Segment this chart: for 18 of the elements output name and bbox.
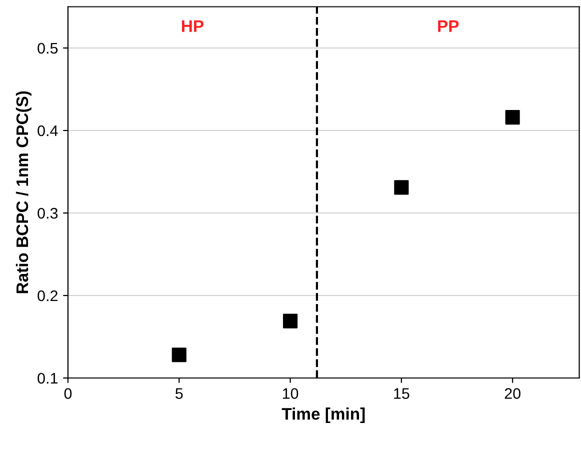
x-tick-label: 0: [64, 388, 72, 399]
y-tick-label: 0.1: [38, 372, 58, 384]
y-tick-label: 0.4: [38, 125, 58, 136]
annotation: PP: [438, 20, 459, 32]
point: [394, 180, 409, 195]
x-tick-label: 10: [282, 388, 298, 399]
point: [505, 110, 520, 125]
x-axis-title: Time [min]: [282, 408, 365, 424]
point: [282, 314, 298, 328]
annotation: HP: [182, 20, 204, 32]
point: [172, 348, 186, 362]
x-tick-label: 20: [504, 388, 520, 399]
x-tick-label: 15: [394, 388, 410, 399]
y-tick-label: 0.5: [38, 42, 58, 54]
y-axis-title: Ratio BCPC / 1nm CPC(S): [16, 91, 32, 294]
y-tick-label: 0.3: [38, 208, 58, 219]
y-tick-label: 0.2: [38, 290, 58, 302]
x-tick-label: 5: [175, 388, 183, 399]
